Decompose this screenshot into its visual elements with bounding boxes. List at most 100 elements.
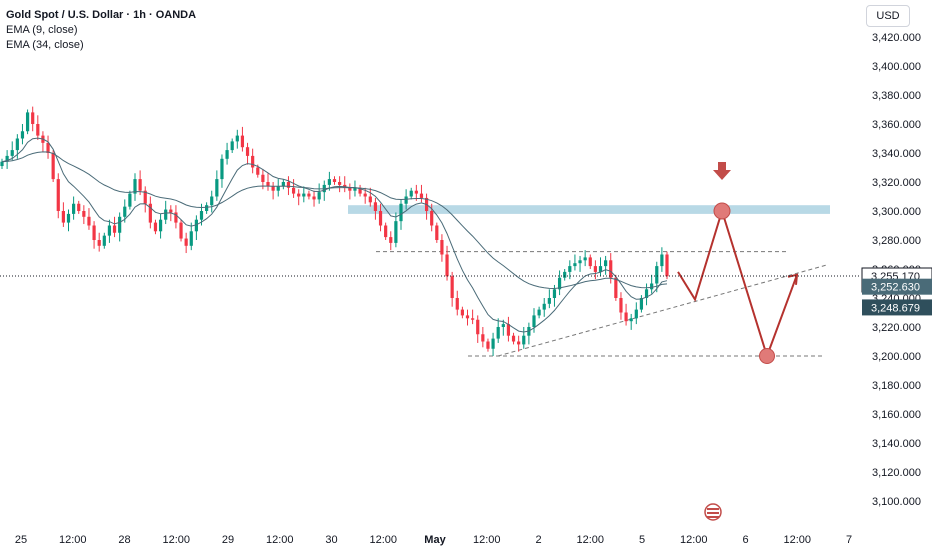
candle-body (133, 179, 137, 194)
candle-body (399, 203, 403, 222)
candle-body (563, 271, 567, 278)
candle-body (77, 203, 81, 211)
candle-body (378, 211, 383, 226)
time-tick-label: 12:00 (59, 534, 87, 546)
resistance-zone (348, 205, 830, 214)
us-flag-stripe (707, 512, 719, 514)
candle-body (655, 266, 659, 284)
candle-body (10, 150, 14, 156)
candle-body (496, 327, 500, 339)
candle-body (338, 182, 342, 185)
candle-body (189, 231, 193, 246)
candle-body (256, 167, 260, 175)
time-tick-label: 12:00 (680, 534, 708, 546)
upper-target-marker (713, 202, 731, 220)
candle-body (394, 221, 398, 243)
candle-body (15, 138, 19, 151)
candle-body (46, 142, 50, 153)
price-tick-label: 3,220.000 (872, 322, 921, 334)
candle-body (460, 309, 464, 316)
price-tick-label: 3,180.000 (872, 380, 921, 392)
time-tick-label: 12:00 (266, 534, 294, 546)
time-tick-label: 12:00 (162, 534, 190, 546)
candle-body (568, 266, 572, 272)
price-tick-label: 3,120.000 (872, 467, 921, 479)
candle-body (128, 193, 132, 207)
lower-target-marker (759, 348, 775, 364)
candle-body (327, 179, 331, 185)
time-tick-label: 25 (15, 534, 27, 546)
candle-body (51, 153, 55, 180)
time-tick-label: 12:00 (783, 534, 811, 546)
candle-body (143, 190, 147, 204)
candle-body (404, 196, 408, 204)
candle-body (220, 158, 224, 180)
candle-body (31, 112, 35, 124)
time-tick-label: 2 (535, 534, 541, 546)
time-tick-label: 30 (325, 534, 337, 546)
time-tick-label: 5 (639, 534, 645, 546)
candle-body (179, 222, 183, 239)
candle-body (409, 190, 413, 197)
down-arrow-icon (713, 162, 731, 180)
candle-body (5, 155, 9, 162)
time-tick-label: 29 (222, 534, 234, 546)
candle-body (245, 147, 250, 156)
candle-body (36, 124, 40, 136)
candle-body (210, 196, 214, 206)
candle-body (506, 324, 511, 336)
projection-path (677, 207, 798, 360)
candle-body (358, 187, 362, 194)
candle-body (486, 341, 490, 349)
candle-body (281, 182, 285, 187)
candle-body (307, 193, 311, 197)
candle-body (112, 225, 117, 233)
candle-body (384, 225, 388, 238)
candle-body (235, 135, 239, 142)
candle-body (123, 206, 127, 217)
chart-annotations (348, 162, 830, 521)
candle-body (481, 334, 485, 342)
ema34-label-box (862, 299, 932, 316)
candle-body (66, 213, 71, 223)
currency-button[interactable]: USD (866, 5, 910, 27)
candle-body (511, 335, 516, 342)
us-flag-stripe (707, 516, 719, 518)
candle-body (312, 196, 316, 200)
price-tick-label: 3,420.000 (872, 32, 921, 44)
price-tick-label: 3,320.000 (872, 177, 921, 189)
candle-body (148, 203, 152, 223)
indicator-ema34[interactable]: EMA (34, close) (6, 39, 84, 51)
candle-body (455, 298, 459, 310)
symbol-title[interactable]: Gold Spot / U.S. Dollar · 1h · OANDA (6, 9, 197, 21)
candle-body (552, 289, 557, 298)
projection-arrowhead (787, 273, 799, 285)
candle-body (107, 225, 112, 236)
candle-body (501, 324, 505, 327)
candle-body (476, 319, 480, 335)
candle-body (430, 211, 434, 226)
candle-body (194, 219, 198, 232)
candle-body (588, 257, 592, 267)
candle-body (164, 209, 168, 220)
us-flag-stripe (707, 508, 719, 510)
price-tick-label: 3,380.000 (872, 90, 921, 102)
time-axis[interactable]: 25 12:00 28 12:00 29 12:00 30 12:00 May 12:00 2 12:… (15, 534, 852, 546)
candle-body (0, 161, 4, 167)
candle-body (491, 338, 495, 349)
ema34-price-label: 3,248.679 (871, 302, 920, 314)
price-axis[interactable]: 3,420.000 3,400.000 3,380.000 3,360.000 3,34… (872, 32, 921, 508)
indicator-ema9[interactable]: EMA (9, close) (6, 24, 78, 36)
candle-body (286, 182, 291, 188)
candle-body (604, 260, 608, 267)
price-tick-label: 3,340.000 (872, 148, 921, 160)
candle-body (614, 277, 618, 298)
candle-body (97, 240, 101, 246)
candle-body (440, 240, 444, 255)
candle-body (598, 266, 603, 272)
candle-body (169, 209, 173, 213)
candle-body (240, 135, 245, 148)
candle-body (353, 187, 357, 191)
